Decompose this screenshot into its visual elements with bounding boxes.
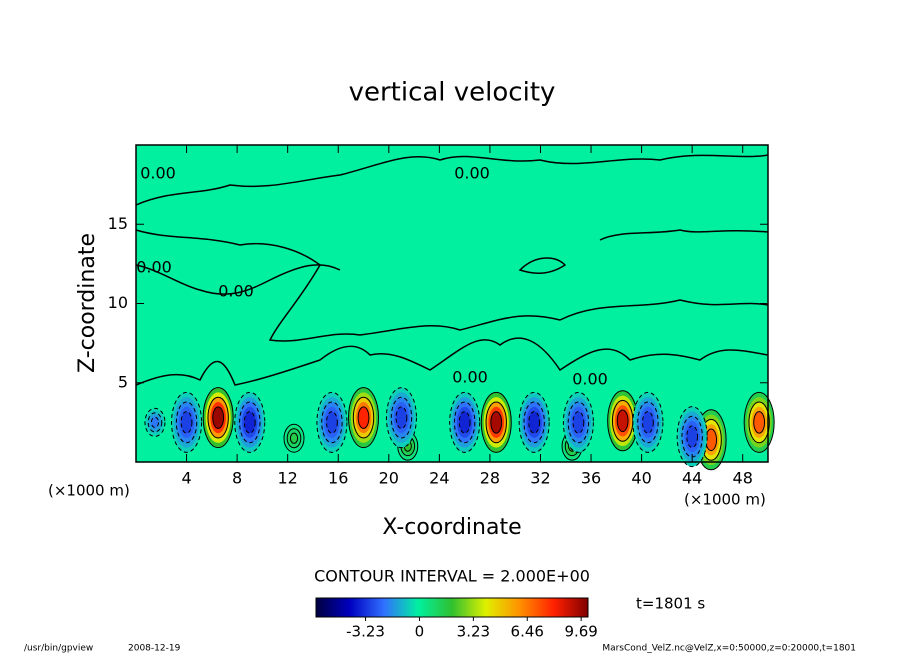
feature [283,423,305,453]
contour-band [528,411,541,434]
feature [632,391,664,453]
contour-band [753,411,766,434]
x-tick-label: 32 [530,469,550,488]
feature [518,391,550,453]
feature [607,390,639,452]
colorbar [315,597,589,618]
x-tick-label: 36 [581,469,601,488]
x-tick-label: 48 [733,469,753,488]
contour-band [572,411,585,434]
contour-label: 0.00 [218,282,254,301]
contour-line [135,154,769,206]
contour-band [642,411,654,434]
x-unit-left: (×1000 m) [48,482,130,500]
contour-line [518,257,567,275]
x-tick-label: 16 [328,469,348,488]
y-axis-label: Z-coordinate [75,233,100,373]
contour-band [395,406,408,429]
colorbar-tick-label: 3.23 [457,623,490,641]
contour-band [686,425,699,448]
contour-line [135,337,769,386]
feature [676,406,708,468]
time-label: t=1801 s [636,595,705,613]
contour-line [135,229,769,342]
colorbar-tick-label: 0 [415,623,425,641]
contour-line [599,229,769,241]
footer-program: /usr/bin/gpview [24,644,93,654]
x-axis-label: X-coordinate [382,515,521,540]
contour-interval: CONTOUR INTERVAL = 2.000E+00 [314,567,590,586]
feature [562,391,594,453]
contour-label: 0.00 [452,368,488,387]
footer-date: 2008-12-19 [128,644,181,654]
x-tick-label: 4 [181,469,191,488]
contour-label: 0.00 [454,164,490,183]
x-tick-label: 12 [278,469,298,488]
colorbar-tick-label: 6.46 [511,623,544,641]
contour-band [180,411,193,434]
feature [743,391,775,453]
x-tick-label: 8 [232,469,242,488]
colorbar-tick-label: 9.69 [564,623,597,641]
feature [316,391,348,453]
feature [144,407,166,437]
contour-band [326,411,338,434]
contour-label: 0.00 [572,370,608,389]
contour-band [458,411,471,434]
feature [480,391,512,453]
y-tick-label: 10 [108,293,128,312]
colorbar-tick-label: -3.23 [346,623,385,641]
contour-band [243,411,256,434]
x-tick-label: 24 [429,469,449,488]
contour-band [150,416,160,428]
contour-band [490,411,503,434]
x-tick-label: 20 [379,469,399,488]
feature [171,391,203,453]
y-tick-label: 5 [118,372,128,391]
contour-label: 0.00 [140,164,176,183]
y-tick-label: 15 [108,214,128,233]
contour-lines [135,154,769,386]
contour-band [212,406,225,429]
chart-title: vertical velocity [349,78,556,108]
field [144,387,775,471]
feature [449,391,481,453]
x-tick-label: 40 [631,469,651,488]
feature [234,391,266,453]
contour-line [135,264,341,295]
feature [348,387,380,449]
x-tick-label: 28 [480,469,500,488]
contour-band [616,409,629,433]
feature [202,387,234,449]
x-unit-right: (×1000 m) [684,491,766,509]
contour-band [289,432,299,444]
feature [385,387,417,449]
contour-label: 0.00 [136,258,172,277]
footer-source: MarsCond_VelZ.nc@VelZ,x=0:50000,z=0:2000… [602,644,856,654]
contour-band [357,406,370,429]
x-tick-label: 44 [682,469,702,488]
